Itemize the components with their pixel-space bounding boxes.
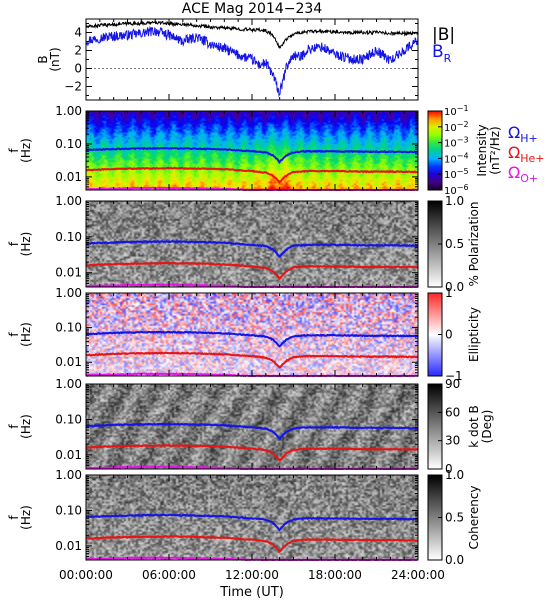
y-tick-label: 0.10 — [55, 503, 82, 517]
y-tick-label: 0.01 — [55, 448, 82, 462]
y-tick-label: 0.01 — [55, 539, 82, 553]
y-tick-label: 4 — [74, 26, 82, 40]
colorbar-tick-label: 0.5 — [445, 511, 464, 525]
gyrofrequency-line-he-plus — [86, 166, 419, 185]
colorbar-tick-label: 10−5 — [444, 167, 469, 181]
y-tick-label: 0 — [74, 62, 82, 76]
time-axis-label: Time (UT) — [219, 585, 284, 600]
gyrofrequency-legend-item: ΩO+ — [508, 163, 538, 185]
colorbar-tick-label: 10−1 — [444, 104, 469, 118]
y-tick-label: 0.10 — [55, 321, 82, 335]
colorbar-tick-label: 10−3 — [444, 136, 469, 150]
intensity-panel: 0.010.101.00f(Hz)10−110−210−310−410−510−… — [7, 104, 545, 197]
figure-title: ACE Mag 2014−234 — [182, 1, 323, 17]
field-panel: −2 0 2 4 B(nT) |B|BR — [36, 18, 455, 101]
y-tick-label: −2 — [64, 80, 82, 94]
colorbar-tick-label: 0.0 — [445, 553, 464, 567]
gyrofrequency-line-h-plus — [85, 422, 419, 440]
colorbar-tick-label: 0.5 — [445, 237, 464, 251]
y-tick-label: 1.00 — [55, 286, 82, 300]
colorbar-label: % Polarization — [467, 202, 481, 287]
colorbar-label: Intensity(nT²/Hz) — [475, 124, 502, 176]
y-tick-label: 0.01 — [55, 355, 82, 369]
series-line-br — [85, 25, 419, 98]
y-axis-label: f(Hz) — [7, 414, 33, 439]
gyrofrequency-line-h-plus — [85, 146, 419, 164]
y-tick-label: 0.10 — [55, 137, 82, 151]
y-tick-label: 1.00 — [55, 377, 82, 391]
colorbar-tick-label: 10−2 — [444, 120, 469, 134]
series-line-bmag — [85, 19, 419, 50]
colorbar-tick-label: 90 — [445, 377, 460, 391]
colorbar-tick-label: 30 — [445, 434, 460, 448]
y-axis-label: f(Hz) — [7, 232, 33, 257]
y-axis-label: f(Hz) — [7, 138, 33, 163]
ellipticity-panel: 0.01 0.10 1.00 f(Hz) −1 0 1 Ellipticity — [7, 286, 481, 383]
time-tick-label: 24:00:00 — [391, 568, 445, 582]
colorbar-tick-label: 1.0 — [445, 194, 464, 208]
polarization-panel: 0.01 0.10 1.00 f(Hz) 0.0 0.5 1.0% Polarization — [7, 194, 481, 294]
y-tick-label: 1.00 — [55, 104, 82, 118]
colorbar-tick-label: 0 — [445, 328, 453, 342]
colorbar-label: k dot B(Deg) — [467, 405, 494, 447]
panels-group: −2024B(nT)|B|BR0.010.101.00f(Hz)10−110−2… — [7, 18, 545, 567]
y-axis-label: f(Hz) — [7, 505, 33, 530]
gyrofrequency-legend-item: ΩHe+ — [508, 143, 545, 165]
colorbar-tick-label: 10−4 — [444, 151, 469, 165]
y-tick-label: 0.10 — [55, 230, 82, 244]
gyrofrequency-line-h-plus — [85, 330, 419, 348]
gyrofrequency-legend-item: ΩH+ — [508, 123, 538, 145]
colorbar-tick-label: 0.0 — [445, 280, 464, 294]
gyrofrequency-line-he-plus — [85, 351, 419, 369]
time-tick-label: 18:00:00 — [308, 568, 362, 582]
colorbar-label: Coherency — [467, 485, 481, 549]
legend-br: BR — [432, 42, 452, 65]
y-tick-label: 2 — [74, 44, 82, 58]
gyrofrequency-line-he-plus — [85, 443, 419, 462]
kdotb-panel: 0.01 0.10 1.00 f(Hz) 0 30 60 90 k dot B(Deg) — [7, 377, 494, 476]
y-tick-label: 0.01 — [55, 170, 82, 184]
y-axis-label: f(Hz) — [7, 322, 33, 347]
gyrofrequency-line-he-plus — [85, 535, 419, 554]
colorbar-tick-label: 1.0 — [445, 468, 464, 482]
time-tick-label: 00:00:00 — [59, 568, 113, 582]
colorbar-tick-label: 60 — [445, 405, 460, 419]
colorbar — [427, 383, 443, 470]
gyrofrequency-line-h-plus — [85, 239, 419, 258]
y-axis-label: B(nT) — [36, 47, 62, 71]
y-tick-label: 1.00 — [55, 194, 82, 208]
y-tick-label: 1.00 — [55, 468, 82, 482]
colorbar-tick-label: 1 — [445, 286, 453, 300]
colorbar — [427, 110, 443, 191]
time-tick-label: 06:00:00 — [142, 568, 196, 582]
gyrofrequency-line-h-plus — [85, 513, 419, 532]
time-tick-label: 12:00:00 — [225, 568, 279, 582]
colorbar-tick-label: 0 — [445, 462, 453, 476]
time-axis: 00:00:00 06:00:00 12:00:00 18:00:00 24:00:00 — [59, 568, 445, 582]
gyrofrequency-line-he-plus — [85, 261, 419, 280]
y-tick-label: 0.10 — [55, 412, 82, 426]
legend-bmag: |B| — [432, 25, 455, 45]
y-tick-label: 0.01 — [55, 266, 82, 280]
colorbar-label: Ellipticity — [467, 307, 481, 362]
colorbar-tick-label: −1 — [445, 369, 463, 383]
